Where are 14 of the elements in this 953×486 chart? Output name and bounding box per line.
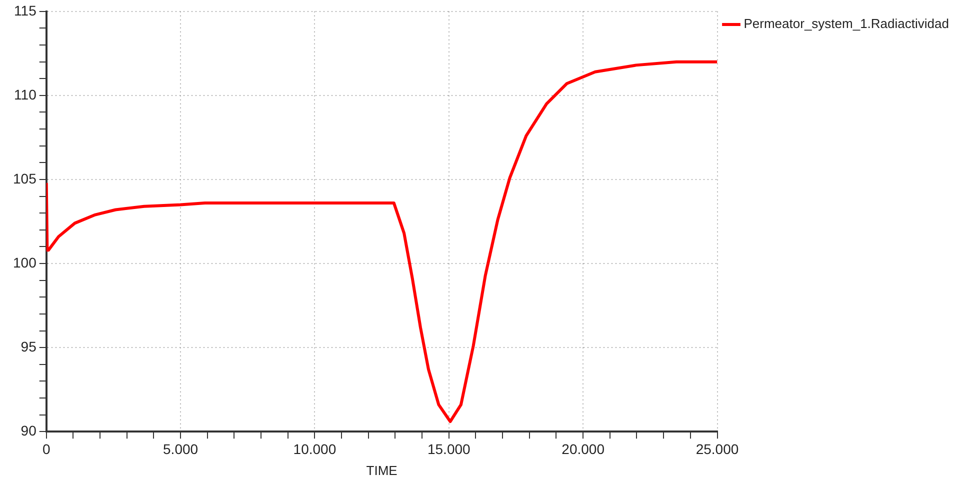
y-tick-label: 110: [14, 86, 37, 102]
y-tick-label: 115: [14, 2, 37, 18]
x-tick-label: 10.000: [293, 440, 336, 457]
x-tick-label: 20.000: [562, 440, 605, 457]
x-tick-label: 25.000: [696, 440, 739, 457]
x-tick-label: 5.000: [163, 440, 198, 457]
x-tick-label: 0: [42, 440, 50, 457]
y-tick-label: 95: [20, 338, 37, 354]
x-tick-label: 15.000: [427, 440, 471, 457]
y-tick-label: 100: [13, 254, 37, 270]
y-tick-label: 105: [13, 170, 37, 186]
y-tick-label: 90: [20, 422, 37, 438]
x-axis-title: TIME: [366, 462, 398, 478]
legend-label: Permeator_system_1.Radiactividad: [744, 16, 949, 32]
